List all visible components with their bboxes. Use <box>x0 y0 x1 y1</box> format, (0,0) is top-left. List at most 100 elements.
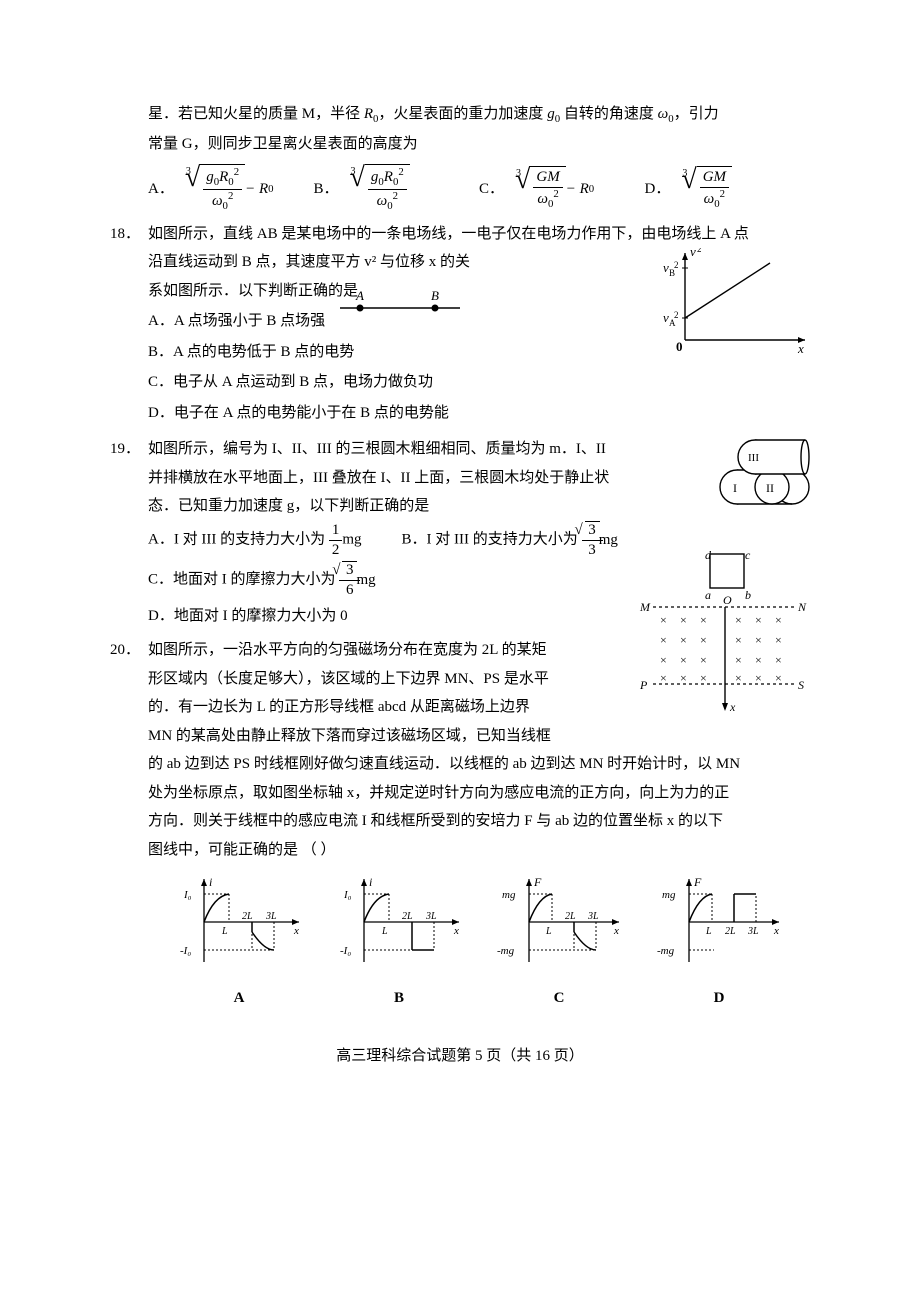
svg-text:×: × <box>735 633 742 647</box>
svg-text:S: S <box>798 678 804 692</box>
q20-text5: 的 ab 边到达 PS 时线框刚好做匀速直线运动．以线框的 ab 边到达 MN … <box>110 750 810 779</box>
svg-text:N: N <box>797 600 807 614</box>
svg-text:III: III <box>748 452 759 464</box>
svg-text:x: x <box>613 925 619 937</box>
q18-opt-c: C．电子从 A 点运动到 B 点，电场力做负功 <box>110 368 810 397</box>
q18-text1: 如图所示，直线 AB 是某电场中的一条电场线，一电子仅在电场力作用下，由电场线上… <box>148 226 749 242</box>
q17-text-c: 自转的角速度 <box>560 106 658 122</box>
svg-text:×: × <box>680 613 687 627</box>
q20-num: 20． <box>110 636 148 665</box>
svg-text:×: × <box>700 653 707 667</box>
q17-opt-b: B． 3√g0R02ω02 <box>314 164 480 214</box>
q18: 18．如图所示，直线 AB 是某电场中的一条电场线，一电子仅在电场力作用下，由电… <box>110 220 810 430</box>
svg-text:×: × <box>735 613 742 627</box>
svg-text:3L: 3L <box>425 911 437 922</box>
q17-text-b: ，火星表面的重力加速度 <box>378 106 547 122</box>
svg-text:L: L <box>545 926 552 937</box>
svg-text:×: × <box>755 671 762 685</box>
svg-text:I: I <box>733 481 737 495</box>
q17-line2: 常量 G，则同步卫星离火星表面的高度为 <box>110 130 810 159</box>
svg-text:×: × <box>700 633 707 647</box>
svg-text:i: i <box>209 875 212 889</box>
svg-text:mg: mg <box>662 889 676 901</box>
svg-text:×: × <box>775 613 782 627</box>
svg-text:II: II <box>766 481 774 495</box>
q20-graph-c: F x mg -mg L 2L 3L C <box>494 874 624 1012</box>
svg-text:3L: 3L <box>265 911 277 922</box>
svg-text:2L: 2L <box>242 911 253 922</box>
svg-text:M: M <box>639 600 651 614</box>
svg-text:×: × <box>660 671 667 685</box>
svg-text:×: × <box>755 613 762 627</box>
q19-text1: 如图所示，编号为 I、II、III 的三根圆木粗细相同、质量均为 m．I、II <box>148 441 606 457</box>
q17-opt-d: D． 3√GMω02 <box>645 166 811 211</box>
q20-figure: a b c d M N O P S ××× ××× ××× ××× ××× ××… <box>635 549 810 735</box>
svg-text:2L: 2L <box>565 911 576 922</box>
svg-text:×: × <box>680 671 687 685</box>
q20-graph-b: i x I₀ -I₀ L 2L 3L B <box>334 874 464 1012</box>
svg-text:x: x <box>453 925 459 937</box>
svg-text:2: 2 <box>674 260 679 270</box>
q18-num: 18． <box>110 220 148 249</box>
svg-text:O: O <box>723 593 732 607</box>
q18-figures: vB2 vA2 v2 0 x <box>660 248 810 364</box>
svg-text:3L: 3L <box>587 911 599 922</box>
svg-text:×: × <box>700 613 707 627</box>
svg-text:-mg: -mg <box>657 945 675 957</box>
page-footer: 高三理科综合试题第 5 页（共 16 页） <box>110 1042 810 1071</box>
q17-continuation: 星．若已知火星的质量 M，半径 R0，火星表面的重力加速度 g0 自转的角速度 … <box>110 100 810 214</box>
q17-options: A． 3√g0R02ω02 − R0 B． 3√g0R02ω02 C． 3√GM… <box>110 164 810 214</box>
q20-text1: 如图所示，一沿水平方向的匀强磁场分布在宽度为 2L 的某矩 <box>148 642 547 658</box>
svg-text:×: × <box>680 653 687 667</box>
svg-text:P: P <box>639 678 648 692</box>
svg-text:×: × <box>700 671 707 685</box>
q17-opt-a: A． 3√g0R02ω02 − R0 <box>148 164 314 214</box>
q20-text7: 方向．则关于线框中的感应电流 I 和线框所受到的安培力 F 与 ab 边的位置坐… <box>110 807 810 836</box>
svg-text:a: a <box>705 588 711 602</box>
q19-opt-b: B．I 对 III 的支持力大小为 3 3√mg <box>402 521 618 560</box>
svg-text:2: 2 <box>697 248 702 254</box>
svg-text:i: i <box>369 875 372 889</box>
svg-text:I₀: I₀ <box>343 889 352 901</box>
svg-text:-I₀: -I₀ <box>340 945 351 957</box>
svg-text:I₀: I₀ <box>183 889 192 901</box>
svg-text:L: L <box>705 926 712 937</box>
svg-text:3L: 3L <box>747 926 759 937</box>
q20-text8: 图线中，可能正确的是 （ ） <box>110 836 810 865</box>
svg-text:x: x <box>797 341 804 353</box>
q20-graph-a: i x I₀ -I₀ L 2L 3L A <box>174 874 304 1012</box>
svg-text:×: × <box>680 633 687 647</box>
svg-text:L: L <box>381 926 388 937</box>
svg-text:×: × <box>775 633 782 647</box>
svg-text:2L: 2L <box>725 926 736 937</box>
svg-text:×: × <box>755 633 762 647</box>
svg-text:0: 0 <box>676 339 683 353</box>
svg-text:×: × <box>735 653 742 667</box>
svg-text:B: B <box>431 290 439 303</box>
q19-opt-a: A．I 对 III 的支持力大小为 12mg <box>148 521 362 560</box>
svg-text:×: × <box>660 633 667 647</box>
q20-graphs: i x I₀ -I₀ L 2L 3L A <box>110 874 810 1012</box>
svg-text:×: × <box>775 671 782 685</box>
svg-text:F: F <box>533 875 542 889</box>
svg-text:×: × <box>660 613 667 627</box>
svg-text:×: × <box>755 653 762 667</box>
svg-text:d: d <box>705 549 712 562</box>
q17-opt-c: C． 3√GMω02 − R0 <box>479 166 645 211</box>
q20-text6: 处为坐标原点，取如图坐标轴 x，并规定逆时针方向为感应电流的正方向，向上为力的正 <box>110 779 810 808</box>
q19: I II III 19．如图所示，编号为 I、II、III 的三根圆木粗细相同、… <box>110 435 810 630</box>
q17-text-a: 星．若已知火星的质量 M，半径 <box>148 106 364 122</box>
svg-text:×: × <box>660 653 667 667</box>
svg-text:v: v <box>690 248 696 259</box>
svg-text:×: × <box>775 653 782 667</box>
svg-text:-mg: -mg <box>497 945 515 957</box>
q20-graph-d: F x mg -mg L 2L 3L D <box>654 874 784 1012</box>
svg-text:L: L <box>221 926 228 937</box>
q18-graph: vB2 vA2 v2 0 x <box>660 248 810 353</box>
q19-figure: I II III <box>700 435 810 521</box>
svg-text:c: c <box>745 549 751 562</box>
svg-text:x: x <box>729 700 736 714</box>
svg-text:x: x <box>293 925 299 937</box>
q19-num: 19． <box>110 435 148 464</box>
svg-text:-I₀: -I₀ <box>180 945 191 957</box>
